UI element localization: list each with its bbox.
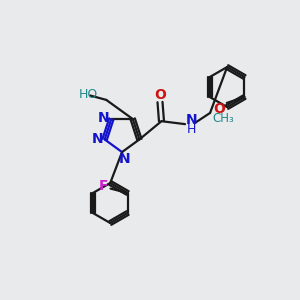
Text: H: H [187,123,196,136]
Text: O: O [214,102,225,116]
Text: F: F [98,178,108,193]
Text: N: N [98,111,110,124]
Text: HO: HO [78,88,98,101]
Text: N: N [92,132,103,146]
Text: CH₃: CH₃ [212,112,234,125]
Text: N: N [186,113,197,127]
Text: O: O [154,88,166,102]
Text: N: N [118,152,130,166]
